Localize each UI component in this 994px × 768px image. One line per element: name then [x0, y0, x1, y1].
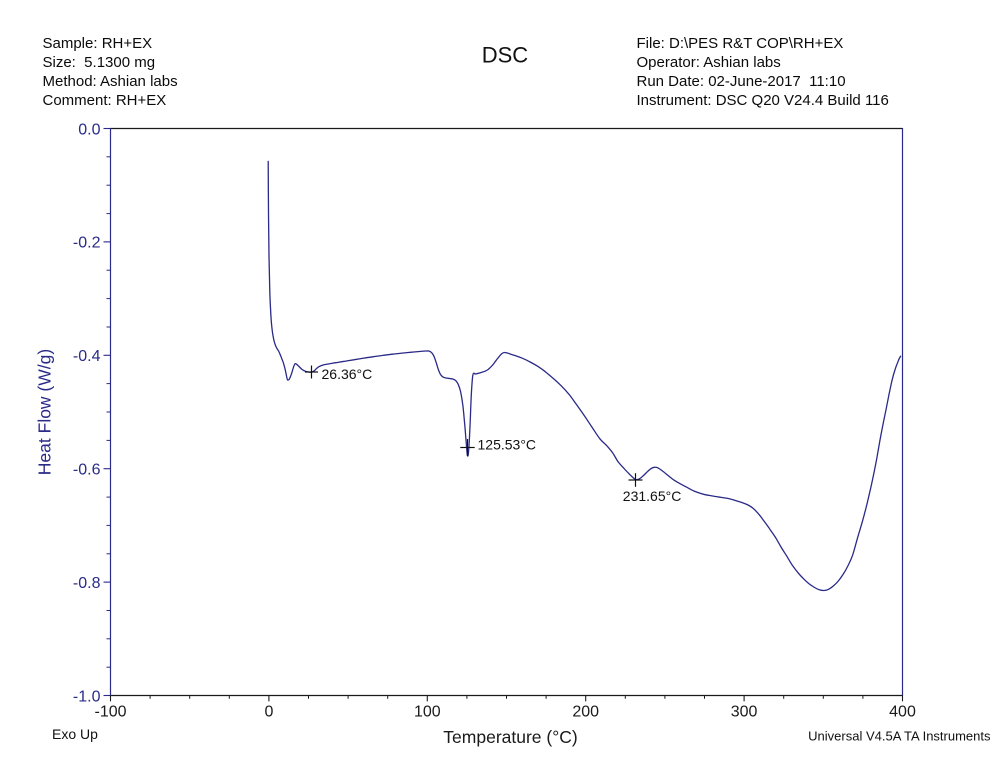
svg-text:125.53°C: 125.53°C	[478, 437, 537, 453]
svg-text:Exo Up: Exo Up	[52, 726, 98, 742]
svg-text:200: 200	[572, 703, 599, 720]
svg-text:300: 300	[731, 703, 758, 720]
svg-text:-0.4: -0.4	[73, 348, 101, 365]
svg-text:DSC: DSC	[482, 43, 529, 68]
svg-text:0: 0	[264, 703, 273, 720]
svg-text:100: 100	[414, 703, 441, 720]
svg-text:Temperature (°C): Temperature (°C)	[443, 727, 577, 747]
svg-text:Universal V4.5A TA Instruments: Universal V4.5A TA Instruments	[808, 729, 991, 744]
svg-text:-0.6: -0.6	[73, 462, 101, 479]
svg-text:-1.0: -1.0	[73, 688, 101, 705]
svg-text:-100: -100	[94, 703, 126, 720]
svg-text:231.65°C: 231.65°C	[623, 488, 682, 504]
svg-text:400: 400	[889, 703, 916, 720]
svg-text:0.0: 0.0	[78, 121, 100, 138]
svg-text:26.36°C: 26.36°C	[322, 366, 373, 382]
svg-text:-0.2: -0.2	[73, 235, 101, 252]
svg-text:-0.8: -0.8	[73, 575, 101, 592]
svg-text:Heat Flow (W/g): Heat Flow (W/g)	[35, 349, 55, 475]
